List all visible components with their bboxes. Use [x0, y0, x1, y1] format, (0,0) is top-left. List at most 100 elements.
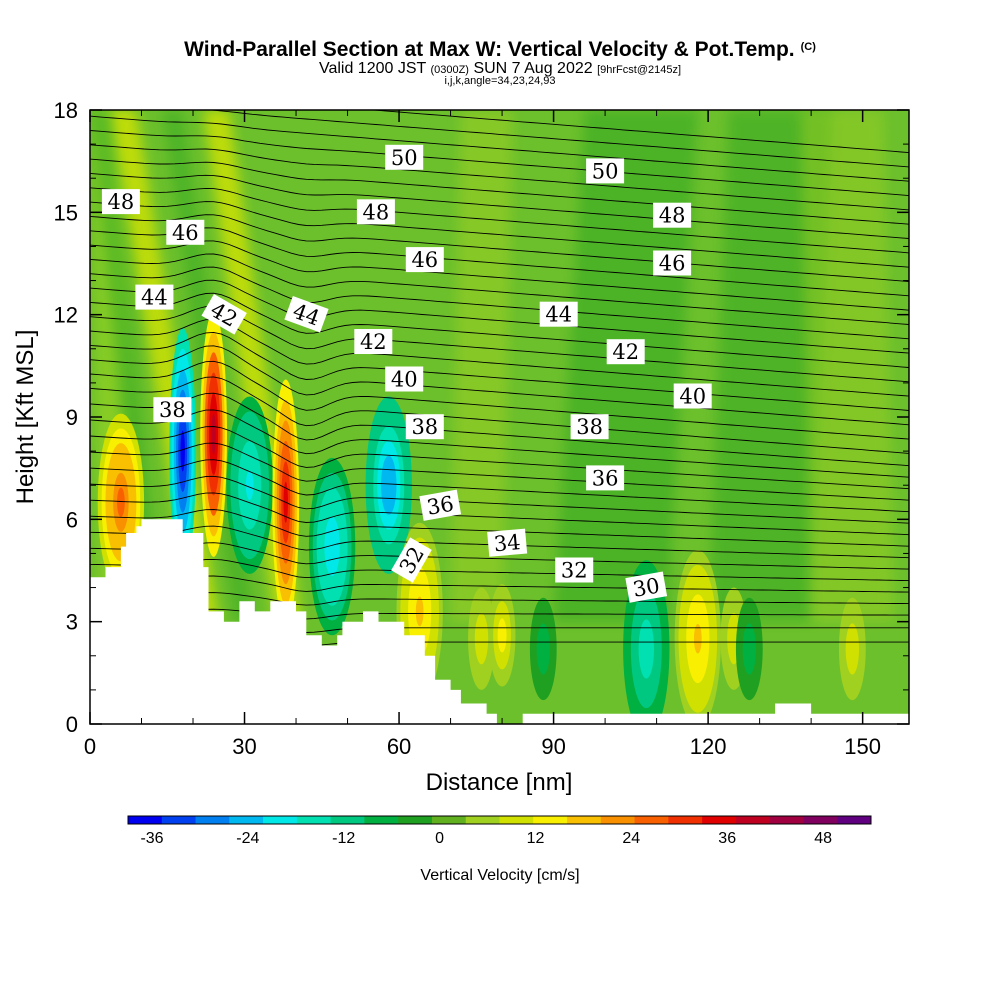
- colorbar: -36 -24 -12 0 12 24 36 48: [127, 815, 872, 847]
- theta-label: 32: [555, 557, 594, 583]
- theta-contour-line: [90, 575, 909, 593]
- theta-label-bg: [625, 571, 668, 603]
- chart-title-text: Wind-Parallel Section at Max W: Vertical…: [184, 38, 795, 61]
- theta-contour-line: [90, 331, 909, 411]
- theta-label-bg: [153, 397, 192, 423]
- theta-contours: [90, 110, 909, 647]
- theta-label-bg: [166, 219, 205, 245]
- theta-label-bg: [405, 247, 444, 273]
- theta-label-text: 32: [561, 559, 588, 583]
- velocity-cell: [693, 623, 702, 654]
- theta-label-bg: [419, 489, 462, 521]
- theta-label: 36: [586, 465, 625, 491]
- colorbar-frame: [127, 815, 872, 825]
- theta-label-bg: [405, 414, 444, 440]
- colorbar-swatch: [600, 816, 636, 824]
- theta-label: 40: [385, 366, 424, 392]
- theta-label-text: 46: [172, 221, 199, 245]
- colorbar-swatch: [263, 816, 298, 824]
- theta-contour-line: [90, 158, 909, 225]
- theta-label-bg: [354, 329, 393, 354]
- theta-contour-line: [90, 542, 909, 570]
- theta-label-text: 40: [391, 368, 418, 392]
- x-axis-label: Distance [nm]: [426, 769, 573, 796]
- chart-indices: i,j,k,angle=34,23,24,93: [444, 75, 556, 87]
- colorbar-swatch: [128, 816, 163, 824]
- colorbar-swatch: [465, 816, 500, 824]
- theta-contour-line: [90, 376, 909, 454]
- theta-label-bg: [135, 284, 174, 310]
- valid-utc: (0300Z): [430, 64, 469, 76]
- theta-label-text: 38: [411, 415, 438, 439]
- theta-label-bg: [356, 199, 395, 225]
- colorbar-tick-label: -12: [332, 830, 355, 847]
- theta-label-text: 50: [391, 146, 418, 170]
- theta-contour-line: [90, 115, 909, 182]
- theta-label-bg: [487, 528, 528, 557]
- velocity-band: [90, 110, 163, 622]
- y-tick-label: 18: [54, 98, 78, 123]
- theta-label-bg: [555, 557, 594, 583]
- theta-label-bg: [201, 293, 247, 335]
- theta-label-bg: [673, 383, 712, 409]
- theta-contour-line: [90, 442, 909, 501]
- colorbar-swatch: [668, 816, 703, 824]
- theta-label-text: 48: [108, 190, 135, 214]
- theta-label-text: 48: [363, 200, 390, 224]
- colorbar-tick-label: -24: [236, 830, 259, 847]
- theta-label: 46: [405, 247, 444, 273]
- colorbar-swatch: [769, 816, 804, 824]
- theta-contour-line: [90, 492, 909, 536]
- y-tick-label: 12: [54, 303, 78, 328]
- theta-contour-line: [90, 172, 909, 239]
- theta-label-text: 42: [612, 340, 639, 364]
- theta-contour-line: [90, 345, 909, 426]
- theta-label-bg: [570, 414, 609, 440]
- velocity-band: [800, 110, 894, 622]
- colorbar-swatch: [634, 816, 669, 824]
- theta-label: 40: [673, 383, 712, 409]
- y-axis-label: Height [Kft MSL]: [12, 330, 39, 505]
- theta-label: 38: [570, 414, 609, 440]
- x-tick-label: 90: [541, 734, 565, 759]
- theta-contour-line: [90, 558, 909, 582]
- velocity-cell: [642, 634, 651, 664]
- theta-label: 50: [385, 144, 424, 170]
- velocity-cell: [499, 626, 505, 644]
- theta-label: 50: [586, 158, 625, 184]
- theta-label-text: 34: [493, 530, 522, 556]
- theta-label-bg: [385, 144, 424, 170]
- theta-contour-line: [90, 266, 909, 340]
- theta-label-text: 30: [631, 573, 661, 601]
- forecast-tag: [9hrFcst@2145z]: [597, 64, 682, 76]
- theta-label-text: 50: [592, 159, 619, 183]
- chart-title: Wind-Parallel Section at Max W: Vertical…: [0, 38, 1000, 62]
- theta-label: 38: [405, 414, 444, 440]
- theta-contour-line: [90, 426, 909, 490]
- colorbar-swatch: [837, 816, 872, 824]
- theta-contour-line: [90, 409, 909, 478]
- velocity-cell: [731, 630, 737, 648]
- colorbar-swatch: [195, 816, 230, 824]
- chart-title-mark: (C): [800, 41, 816, 53]
- velocity-band: [553, 110, 698, 622]
- theta-contour-line: [90, 130, 909, 197]
- theta-label-bg: [653, 202, 692, 228]
- theta-label-text: 44: [141, 286, 168, 310]
- theta-contour-line: [90, 459, 909, 513]
- colorbar-swatch: [803, 816, 838, 824]
- colorbar-swatch: [533, 816, 568, 824]
- theta-contour-line: [90, 392, 909, 467]
- theta-contour-line: [90, 214, 909, 282]
- theta-label-bg: [606, 339, 645, 365]
- x-tick-label: 30: [232, 734, 256, 759]
- colorbar-tick-label: 36: [718, 830, 736, 847]
- theta-contour-line: [90, 592, 909, 606]
- colorbar-swatch: [702, 816, 737, 824]
- theta-label: 48: [101, 189, 140, 215]
- theta-label: 38: [153, 397, 192, 423]
- colorbar-swatch: [330, 816, 365, 824]
- theta-label: 30: [625, 571, 668, 603]
- theta-label-bg: [391, 537, 432, 583]
